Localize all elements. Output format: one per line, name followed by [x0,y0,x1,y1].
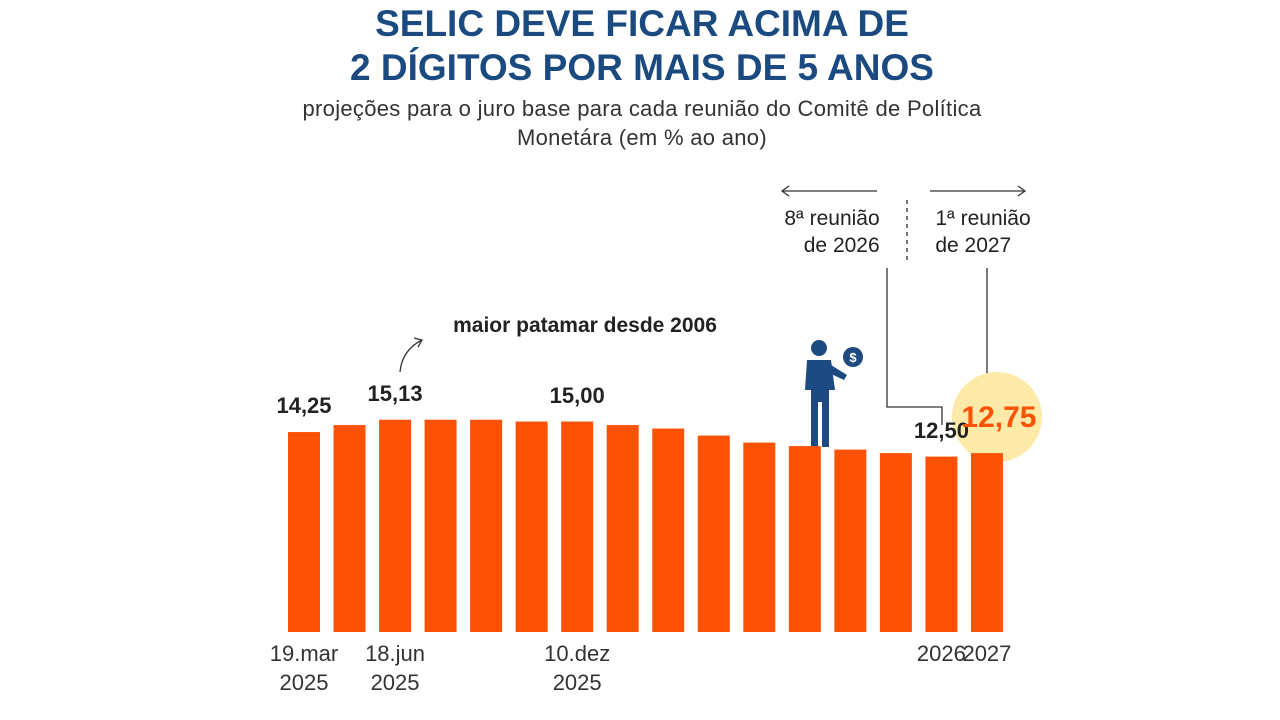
x-tick-label: 2026 [916,641,966,666]
annotation: 8ª reunião de 2026 [784,207,880,258]
bar [697,435,730,632]
value-label: 12,75 [961,401,1037,434]
x-tick-label: 19.mar 2025 [269,641,339,695]
highlight [951,372,1042,462]
value-label: 15,00 [549,382,605,408]
decor [399,185,1027,425]
bar [743,442,776,632]
value-label: 14,25 [276,393,332,419]
x-tick-label: 10.dez 2025 [544,641,611,695]
x-tick-label: 2027 [962,641,1012,666]
bar [879,453,912,632]
bar [515,421,548,632]
bar [834,449,867,632]
annotation: 1ª reunião de 2027 [935,207,1031,258]
bar [333,425,366,632]
person-icon [805,340,863,447]
bar [288,432,320,632]
bar [652,428,685,632]
bar [379,419,412,632]
dollar-icon: $ [849,350,857,365]
bar [606,425,639,632]
bar [470,419,503,632]
value-label: 15,13 [367,380,423,406]
chart-title: SELIC DEVE FICAR ACIMA DE 2 DÍGITOS POR … [350,3,934,89]
value-label: 12,50 [913,417,969,443]
bar [970,453,1003,632]
x-tick-label: 18.jun 2025 [365,641,426,695]
bar [788,446,821,632]
bar [925,456,958,632]
bar [424,419,457,632]
annotation: maior patamar desde 2006 [453,314,717,337]
chart-subtitle: projeções para o juro base para cada reu… [302,96,982,150]
bar [561,421,594,632]
